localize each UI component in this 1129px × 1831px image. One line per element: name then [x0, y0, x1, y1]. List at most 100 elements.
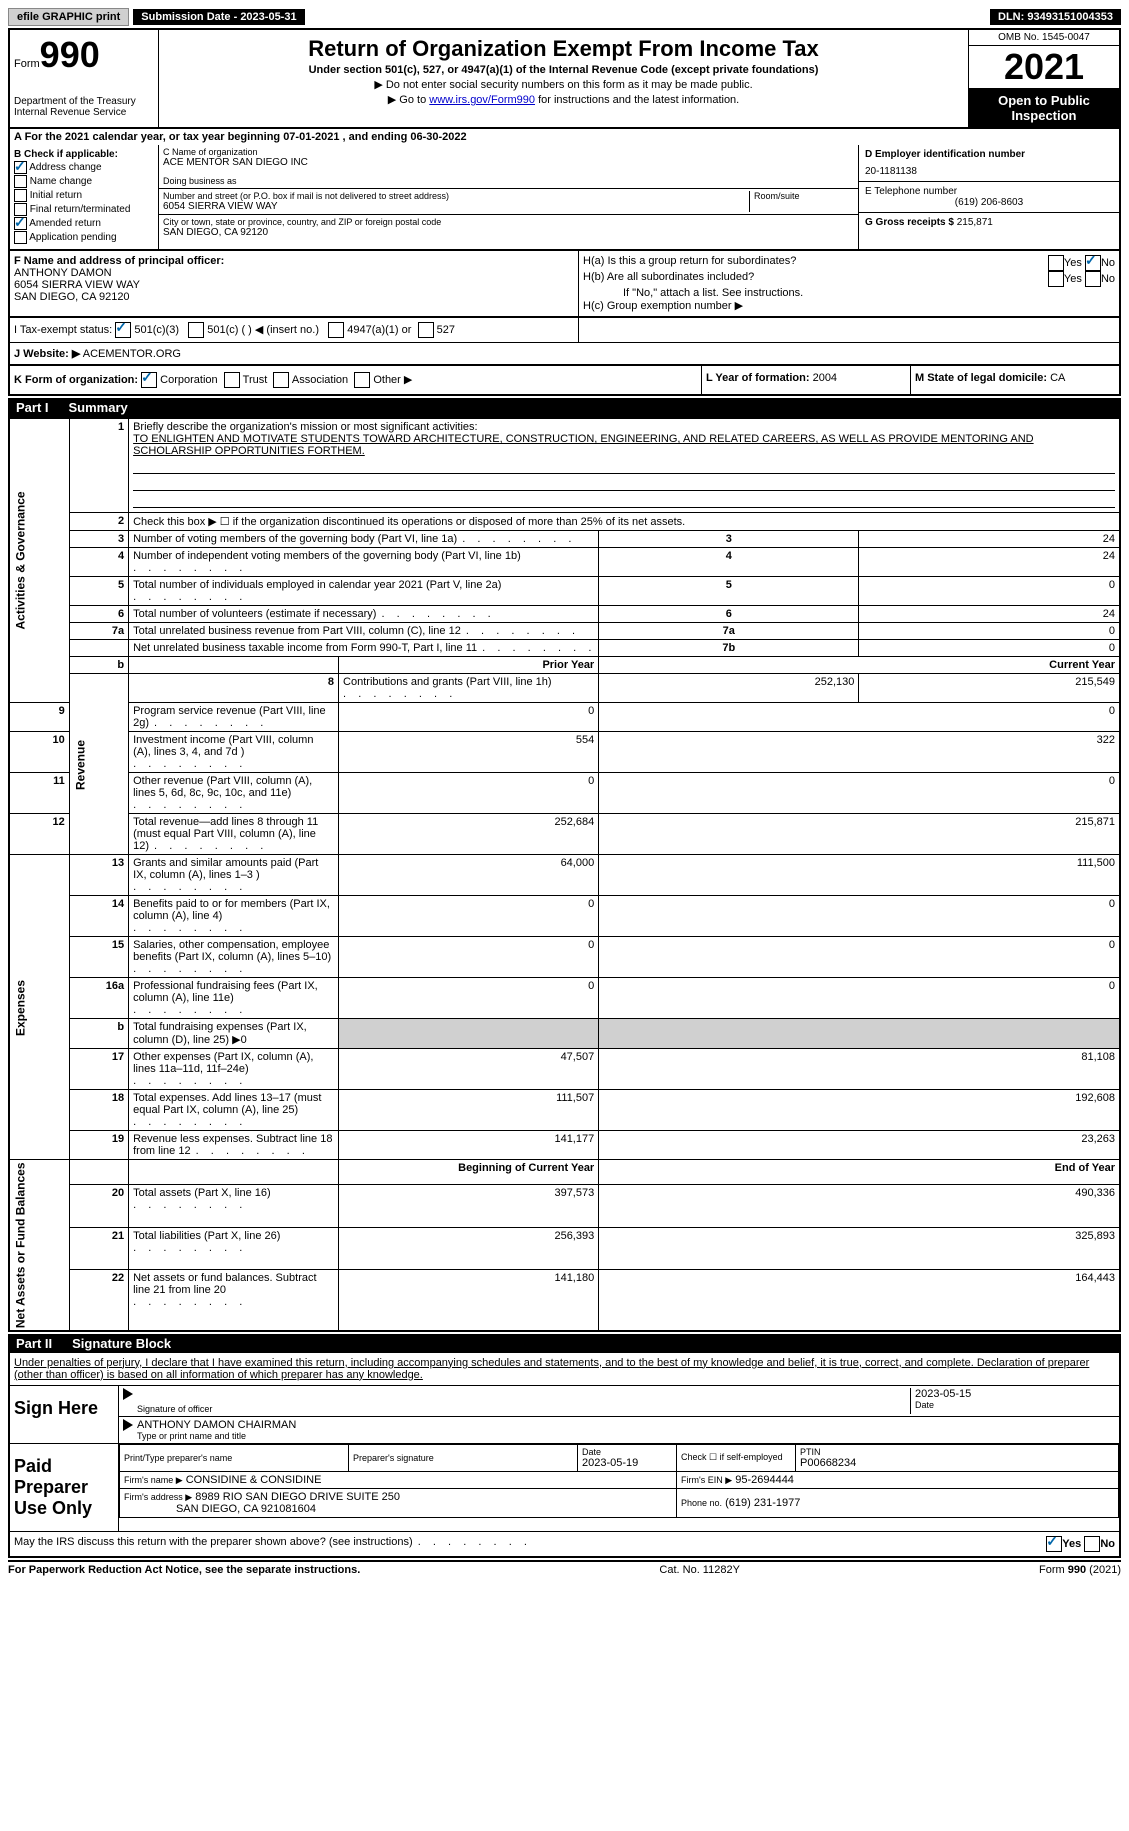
org-name-label: C Name of organization: [163, 147, 854, 157]
ptin-value: P00668234: [800, 1457, 1114, 1469]
chk-4947[interactable]: [328, 322, 344, 338]
phone-cell: E Telephone number (619) 206-8603: [859, 182, 1119, 213]
table-row: 19Revenue less expenses. Subtract line 1…: [9, 1131, 1120, 1160]
prep-sig-label: Preparer's signature: [353, 1453, 573, 1463]
chk-501c[interactable]: [188, 322, 204, 338]
year-formation: 2004: [813, 372, 837, 384]
org-name-cell: C Name of organization ACE MENTOR SAN DI…: [159, 145, 858, 189]
summary-table: Activities & Governance 1 Briefly descri…: [8, 417, 1121, 1332]
beginning-year-header: Beginning of Current Year: [339, 1160, 599, 1185]
part2-num: Part II: [16, 1336, 52, 1351]
col-d-ids: D Employer identification number 20-1181…: [858, 145, 1119, 249]
tax-exempt-status: I Tax-exempt status: 501(c)(3) 501(c) ( …: [10, 318, 579, 342]
firm-addr2: SAN DIEGO, CA 921081604: [176, 1503, 316, 1515]
gross-value: 215,871: [957, 217, 993, 228]
firm-addr-label: Firm's address ▶: [124, 1492, 192, 1502]
table-row: 4Number of independent voting members of…: [9, 548, 1120, 577]
col-b-checkboxes: B Check if applicable: Address change Na…: [10, 145, 159, 249]
line2-checkbox: Check this box ▶ ☐ if the organization d…: [129, 513, 1120, 531]
form-number: 990: [40, 34, 100, 75]
table-row: 15Salaries, other compensation, employee…: [9, 937, 1120, 978]
website-label: J Website: ▶: [14, 348, 80, 360]
firm-name: CONSIDINE & CONSIDINE: [186, 1474, 322, 1486]
table-row: 20Total assets (Part X, line 16)397,5734…: [9, 1184, 1120, 1227]
chk-corp[interactable]: [141, 372, 157, 388]
sig-officer-label: Signature of officer: [137, 1404, 910, 1414]
line-num: 1: [69, 418, 128, 513]
line-num: 2: [69, 513, 128, 531]
sig-date: 2023-05-15: [915, 1388, 1115, 1400]
line1-mission: Briefly describe the organization's miss…: [129, 418, 1120, 513]
ein-cell: D Employer identification number 20-1181…: [859, 145, 1119, 182]
form-ref: Form 990 (2021): [1039, 1564, 1121, 1576]
row-klm: K Form of organization: Corporation Trus…: [8, 366, 1121, 396]
discuss-label: May the IRS discuss this return with the…: [14, 1536, 529, 1552]
officer-addr1: 6054 SIERRA VIEW WAY: [14, 279, 140, 291]
chk-527[interactable]: [418, 322, 434, 338]
end-year-header: End of Year: [599, 1160, 1120, 1185]
discuss-row: May the IRS discuss this return with the…: [10, 1531, 1119, 1556]
note-pre: ▶ Go to: [388, 94, 429, 106]
prior-year-header: Prior Year: [339, 657, 599, 674]
mission-text: TO ENLIGHTEN AND MOTIVATE STUDENTS TOWAR…: [133, 433, 1034, 457]
chk-address-change[interactable]: Address change: [14, 161, 154, 174]
col-f-officer: F Name and address of principal officer:…: [10, 251, 579, 316]
officer-label: F Name and address of principal officer:: [14, 255, 224, 267]
address-cell: Number and street (or P.O. box if mail i…: [159, 189, 858, 215]
row-i-label: I Tax-exempt status:: [14, 324, 112, 336]
side-activities: Activities & Governance: [9, 418, 69, 703]
chk-name-change[interactable]: Name change: [14, 175, 154, 188]
cat-number: Cat. No. 11282Y: [659, 1564, 740, 1576]
efile-button[interactable]: efile GRAPHIC print: [8, 8, 129, 26]
col-h-group: H(a) Is this a group return for subordin…: [579, 251, 1119, 316]
hb-note: If "No," attach a list. See instructions…: [583, 287, 1115, 299]
part2-title: Signature Block: [72, 1336, 171, 1351]
city-value: SAN DIEGO, CA 92120: [163, 227, 854, 238]
irs-link[interactable]: www.irs.gov/Form990: [429, 94, 535, 106]
side-revenue: Revenue: [69, 674, 128, 855]
side-net-assets: Net Assets or Fund Balances: [9, 1160, 69, 1331]
part2-header: Part II Signature Block: [8, 1334, 1121, 1353]
officer-addr2: SAN DIEGO, CA 92120: [14, 291, 130, 303]
arrow-icon: [123, 1419, 133, 1431]
officer-name-title: ANTHONY DAMON CHAIRMAN: [137, 1419, 1115, 1431]
dba-label: Doing business as: [163, 176, 854, 186]
chk-501c3[interactable]: [115, 322, 131, 338]
chk-app-pending[interactable]: Application pending: [14, 231, 154, 244]
table-row: 22Net assets or fund balances. Subtract …: [9, 1270, 1120, 1331]
chk-trust[interactable]: [224, 372, 240, 388]
officer-sig-row: Signature of officer 2023-05-15 Date: [119, 1386, 1119, 1417]
officer-name: ANTHONY DAMON: [14, 267, 112, 279]
tax-year: 2021: [969, 46, 1119, 89]
paid-preparer-label: Paid Preparer Use Only: [10, 1444, 119, 1531]
pra-notice: For Paperwork Reduction Act Notice, see …: [8, 1564, 360, 1576]
header-right: OMB No. 1545-0047 2021 Open to Public In…: [968, 30, 1119, 127]
hb-answer: Yes No: [1048, 271, 1115, 287]
table-row: 12Total revenue—add lines 8 through 11 (…: [9, 814, 1120, 855]
part1-header: Part I Summary: [8, 398, 1121, 417]
side-expenses: Expenses: [9, 855, 69, 1160]
hc-label: H(c) Group exemption number ▶: [583, 299, 1115, 312]
table-row: 10Investment income (Part VIII, column (…: [9, 732, 1120, 773]
domicile-value: CA: [1050, 372, 1065, 384]
room-label: Room/suite: [754, 191, 854, 201]
ha-answer: Yes No: [1048, 255, 1115, 271]
footer: For Paperwork Reduction Act Notice, see …: [8, 1560, 1121, 1576]
preparer-table: Print/Type preparer's name Preparer's si…: [119, 1444, 1119, 1518]
chk-assoc[interactable]: [273, 372, 289, 388]
prep-name-label: Print/Type preparer's name: [124, 1453, 344, 1463]
row-m-state: M State of legal domicile: CA: [910, 366, 1119, 394]
hb-label: H(b) Are all subordinates included?: [583, 271, 754, 287]
chk-initial-return[interactable]: Initial return: [14, 189, 154, 202]
domicile-label: M State of legal domicile:: [915, 372, 1047, 384]
irs-label: Internal Revenue Service: [14, 107, 154, 118]
table-row: 5Total number of individuals employed in…: [9, 577, 1120, 606]
form-subtitle: Under section 501(c), 527, or 4947(a)(1)…: [163, 64, 964, 76]
open-public: Open to Public Inspection: [969, 89, 1119, 127]
prep-date: 2023-05-19: [582, 1457, 672, 1469]
chk-other[interactable]: [354, 372, 370, 388]
chk-final-return[interactable]: Final return/terminated: [14, 203, 154, 216]
header-left: Form990 Department of the Treasury Inter…: [10, 30, 159, 127]
chk-amended-return[interactable]: Amended return: [14, 217, 154, 230]
current-year-header: Current Year: [599, 657, 1120, 674]
